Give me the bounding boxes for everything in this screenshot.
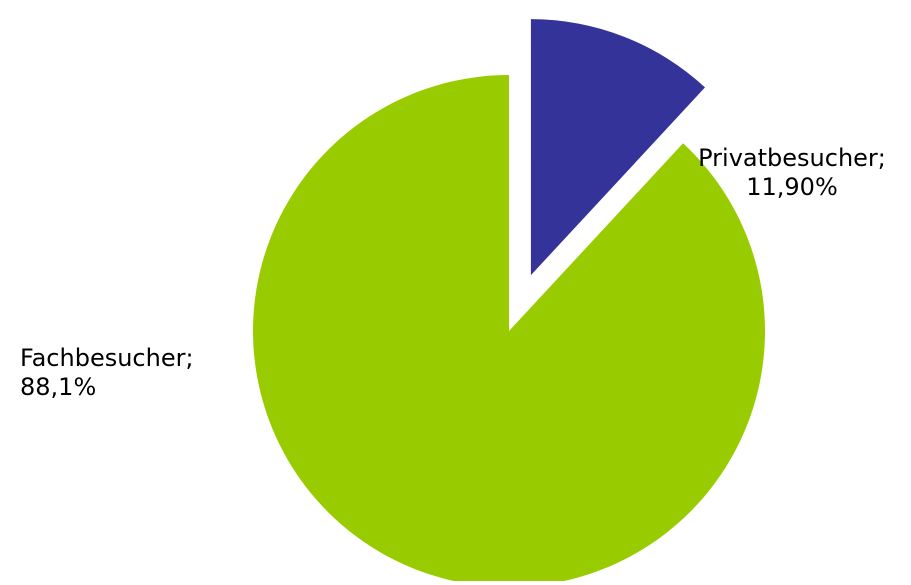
pie-slice-fachbesucher (253, 75, 765, 585)
data-label-privatbesucher: Privatbesucher; 11,90% (698, 144, 886, 201)
pie-slices (253, 19, 765, 585)
pie-labels: Fachbesucher; 88,1% Privatbesucher; 11,90% (20, 144, 886, 401)
data-label-fachbesucher: Fachbesucher; 88,1% (20, 344, 194, 401)
data-label-fachbesucher-line-1: Fachbesucher; (20, 344, 194, 372)
data-label-fachbesucher-line-2: 88,1% (20, 373, 96, 401)
pie-slice-privatbesucher (530, 19, 705, 276)
data-label-privatbesucher-line-2: 11,90% (746, 173, 838, 201)
data-label-privatbesucher-line-1: Privatbesucher; (698, 144, 886, 172)
